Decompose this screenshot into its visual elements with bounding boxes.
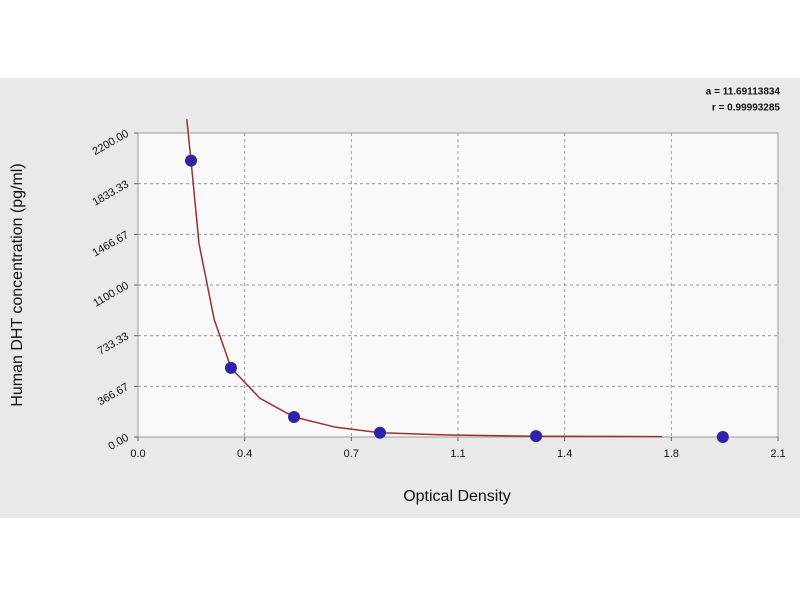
x-axis-title: Optical Density xyxy=(403,488,511,505)
data-point xyxy=(530,430,543,443)
x-tick-label: 1.4 xyxy=(557,448,572,460)
data-point xyxy=(373,426,386,439)
data-point xyxy=(716,431,729,443)
data-point xyxy=(224,361,237,374)
x-tick-label: 1.1 xyxy=(450,448,465,460)
data-point xyxy=(185,154,198,167)
x-tick-label: 1.8 xyxy=(664,448,679,460)
x-tick-label: 2.1 xyxy=(770,448,785,460)
fit-curve xyxy=(186,119,663,438)
x-tick-label: 0.4 xyxy=(237,448,252,460)
x-tick-label: 0.0 xyxy=(130,448,145,460)
annotation: r = 0.99993285 xyxy=(712,103,781,114)
y-axis-title: Human DHT concentration (pg/ml) xyxy=(9,163,26,406)
data-point xyxy=(288,410,301,423)
x-tick-label: 0.7 xyxy=(344,448,359,460)
annotation: a = 11.69113834 xyxy=(706,87,781,98)
